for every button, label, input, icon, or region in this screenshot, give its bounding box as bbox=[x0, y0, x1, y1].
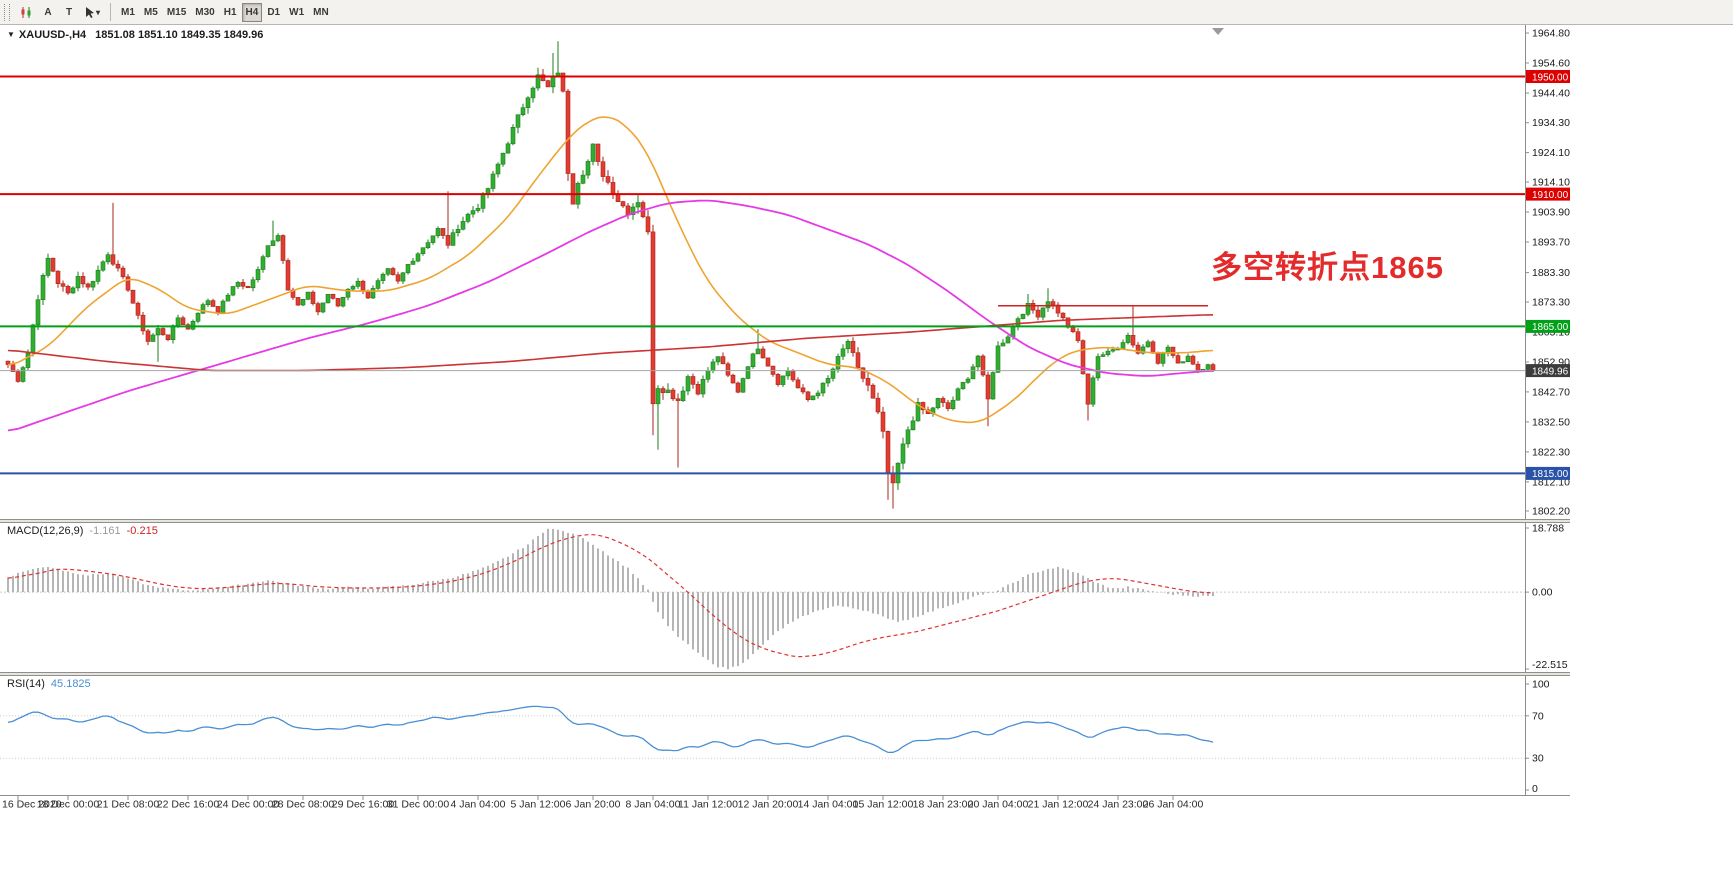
svg-text:18.788: 18.788 bbox=[1532, 523, 1564, 535]
price-scale[interactable]: 1964.80 1954.60 1944.40 1934.30 1924.10 1914.… bbox=[1525, 28, 1570, 796]
candlestick-chart-icon-button[interactable] bbox=[16, 3, 37, 22]
svg-text:1822.30: 1822.30 bbox=[1532, 446, 1570, 458]
svg-text:11 Jan 12:00: 11 Jan 12:00 bbox=[678, 799, 738, 811]
svg-text:6 Jan 20:00: 6 Jan 20:00 bbox=[566, 799, 621, 811]
svg-text:1944.40: 1944.40 bbox=[1532, 88, 1570, 100]
macd-histogram bbox=[0, 528, 1525, 670]
svg-text:31 Dec 00:00: 31 Dec 00:00 bbox=[387, 799, 450, 811]
moving-average-magenta bbox=[7, 199, 1214, 432]
svg-text:12 Jan 20:00: 12 Jan 20:00 bbox=[738, 799, 799, 811]
svg-text:5 Jan 12:00: 5 Jan 12:00 bbox=[511, 799, 566, 811]
svg-text:1849.96: 1849.96 bbox=[1532, 366, 1569, 377]
svg-text:0: 0 bbox=[1532, 783, 1538, 795]
macd-label: MACD(12,26,9) -1.161 -0.215 bbox=[7, 525, 158, 537]
svg-text:21 Dec 08:00: 21 Dec 08:00 bbox=[97, 799, 160, 811]
svg-text:1934.30: 1934.30 bbox=[1532, 117, 1570, 129]
svg-text:1893.70: 1893.70 bbox=[1532, 237, 1570, 249]
svg-text:15 Jan 12:00: 15 Jan 12:00 bbox=[853, 799, 914, 811]
svg-text:28 Dec 08:00: 28 Dec 08:00 bbox=[272, 799, 335, 811]
macd-signal-line bbox=[7, 534, 1214, 658]
svg-text:1954.60: 1954.60 bbox=[1532, 58, 1570, 70]
svg-text:18 Dec 00:00: 18 Dec 00:00 bbox=[37, 799, 100, 811]
symbol-label: XAUUSD-,H4 bbox=[18, 29, 87, 41]
price-tag-1849.96 bbox=[1526, 364, 1570, 378]
svg-text:100: 100 bbox=[1532, 679, 1550, 691]
timeframe-button-m5[interactable]: M5 bbox=[143, 6, 158, 18]
timeframe-button-m1[interactable]: M1 bbox=[121, 6, 135, 18]
symbol-ohlc-label: ▼ XAUUSD-,H4 1851.08 1851.10 1849.35 1849.… bbox=[7, 29, 263, 41]
rsi-name: RSI(14) bbox=[7, 678, 45, 690]
svg-text:14 Jan 04:00: 14 Jan 04:00 bbox=[798, 799, 859, 811]
price-tag-1865.00 bbox=[1526, 319, 1570, 333]
toolbar-icon-group: A T ▾ bbox=[16, 3, 104, 22]
svg-text:1802.20: 1802.20 bbox=[1532, 506, 1570, 518]
price-tags: 1950.00 1910.00 1865.00 1849.96 1815.00 bbox=[1526, 70, 1570, 480]
separator-macd-rsi[interactable] bbox=[0, 672, 1570, 676]
timeframe-button-h4[interactable]: H4 bbox=[241, 2, 263, 22]
rsi-value: 45.1825 bbox=[50, 678, 91, 690]
svg-text:4 Jan 04:00: 4 Jan 04:00 bbox=[451, 799, 506, 811]
horizontal-level-lines bbox=[0, 75, 1525, 475]
svg-text:22 Dec 16:00: 22 Dec 16:00 bbox=[157, 799, 220, 811]
rsi-plot bbox=[0, 705, 1525, 759]
svg-text:29 Dec 16:00: 29 Dec 16:00 bbox=[332, 799, 395, 811]
svg-text:24 Jan 23:00: 24 Jan 23:00 bbox=[1088, 799, 1149, 811]
svg-text:1883.30: 1883.30 bbox=[1532, 267, 1570, 279]
svg-text:16 Dec 2020: 16 Dec 2020 bbox=[2, 799, 62, 811]
svg-text:18 Jan 23:00: 18 Jan 23:00 bbox=[913, 799, 974, 811]
chart-annotation-text: 多空转折点1865 bbox=[1211, 250, 1444, 285]
svg-text:30: 30 bbox=[1532, 753, 1544, 765]
svg-text:70: 70 bbox=[1532, 710, 1544, 722]
timeframe-button-mn[interactable]: MN bbox=[313, 6, 329, 18]
moving-average-orange bbox=[7, 116, 1214, 424]
rsi-line bbox=[7, 705, 1214, 754]
macd-main-value: -1.161 bbox=[89, 525, 121, 537]
svg-text:26 Jan 04:00: 26 Jan 04:00 bbox=[1143, 799, 1204, 811]
svg-text:1815.00: 1815.00 bbox=[1532, 469, 1569, 480]
price-tag-1910.00 bbox=[1526, 187, 1570, 201]
symbol-caret-icon: ▼ bbox=[7, 30, 15, 39]
text-label-tool-button[interactable]: A bbox=[44, 6, 52, 18]
price-tag-1950.00 bbox=[1526, 70, 1570, 83]
price-tag-1815.00 bbox=[1526, 466, 1570, 480]
text-tool-button[interactable]: T bbox=[65, 6, 73, 18]
svg-text:1832.50: 1832.50 bbox=[1532, 416, 1570, 428]
macd-name: MACD(12,26,9) bbox=[7, 525, 84, 537]
separator-main-macd[interactable] bbox=[0, 519, 1570, 523]
svg-text:1873.30: 1873.30 bbox=[1532, 297, 1570, 309]
svg-text:1903.90: 1903.90 bbox=[1532, 207, 1570, 219]
svg-text:1924.10: 1924.10 bbox=[1532, 147, 1570, 159]
svg-text:1950.00: 1950.00 bbox=[1532, 72, 1569, 83]
svg-text:-22.515: -22.515 bbox=[1532, 659, 1568, 671]
svg-text:1914.10: 1914.10 bbox=[1532, 177, 1570, 189]
svg-text:1964.80: 1964.80 bbox=[1532, 28, 1570, 40]
toolbar-grip[interactable] bbox=[4, 3, 10, 21]
candlestick-series bbox=[5, 41, 1216, 509]
moving-average-red bbox=[7, 314, 1214, 372]
rsi-label: RSI(14) 45.1825 bbox=[7, 678, 91, 690]
svg-text:8 Jan 04:00: 8 Jan 04:00 bbox=[626, 799, 681, 811]
svg-text:24 Dec 00:00: 24 Dec 00:00 bbox=[217, 799, 280, 811]
svg-text:0.00: 0.00 bbox=[1532, 587, 1553, 599]
timeframe-button-h1[interactable]: H1 bbox=[223, 6, 237, 18]
svg-text:21 Jan 12:00: 21 Jan 12:00 bbox=[1028, 799, 1089, 811]
svg-text:1842.70: 1842.70 bbox=[1532, 386, 1570, 398]
timeframe-button-m30[interactable]: M30 bbox=[195, 6, 215, 18]
timeframe-button-w1[interactable]: W1 bbox=[289, 6, 305, 18]
toolbar: A T ▾ M1 M5 M15 M30 H1 H4 D1 W1 MN bbox=[0, 0, 1733, 25]
svg-text:1865.00: 1865.00 bbox=[1532, 322, 1569, 333]
svg-text:1910.00: 1910.00 bbox=[1532, 190, 1569, 201]
svg-text:20 Jan 04:00: 20 Jan 04:00 bbox=[968, 799, 1029, 811]
timeframe-group: M1 M5 M15 M30 H1 H4 D1 W1 MN bbox=[117, 2, 333, 22]
ohlc-values: 1851.08 1851.10 1849.35 1849.96 bbox=[95, 29, 264, 41]
timeframe-button-m15[interactable]: M15 bbox=[166, 6, 187, 18]
cursor-tool-button[interactable]: ▾ bbox=[80, 3, 104, 22]
timeframe-button-d1[interactable]: D1 bbox=[267, 6, 281, 18]
toolbar-separator bbox=[110, 3, 112, 21]
macd-signal-value: -0.215 bbox=[126, 525, 158, 537]
chart-shift-marker bbox=[1212, 28, 1224, 35]
